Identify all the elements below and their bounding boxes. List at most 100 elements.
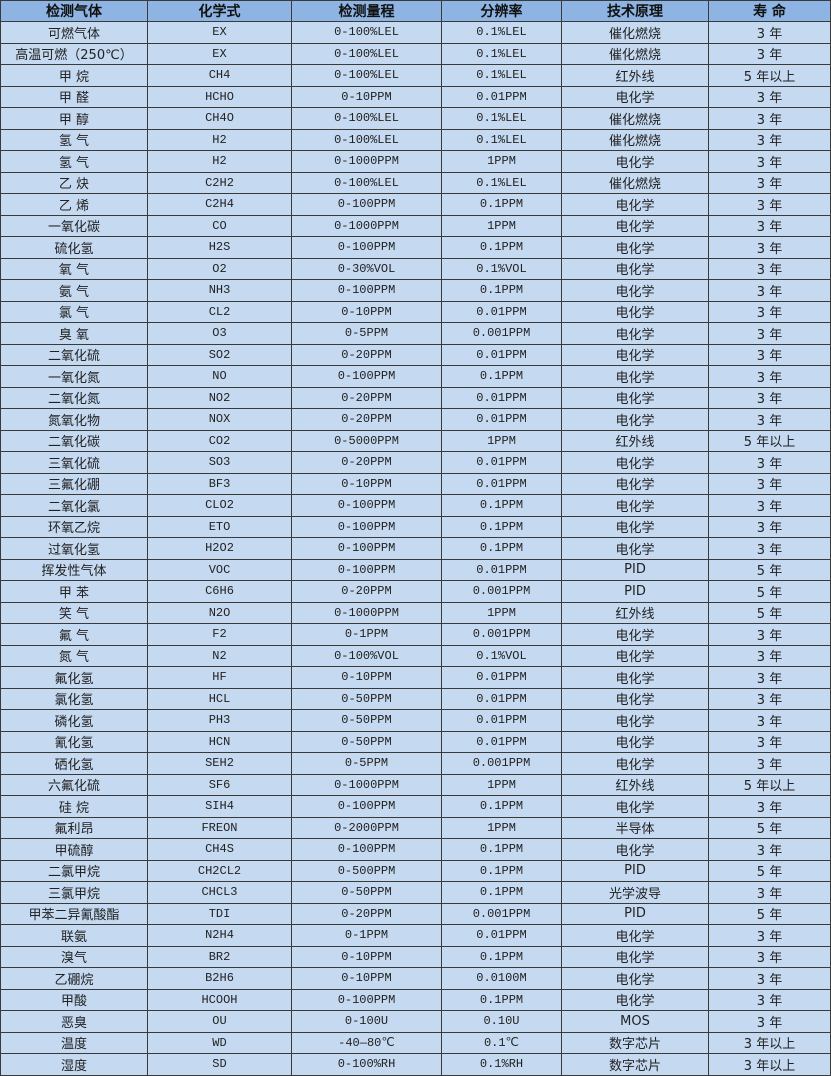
resolution-cell: 0.01PPM bbox=[441, 924, 562, 947]
lifespan-cell: 3 年 bbox=[708, 537, 831, 560]
gas-name-cell: 挥发性气体 bbox=[0, 558, 148, 581]
range-cell: 0-10PPM bbox=[291, 666, 442, 689]
gas-name-cell: 硒化氢 bbox=[0, 752, 148, 775]
formula-cell: HCN bbox=[147, 730, 292, 753]
resolution-cell: 0.1%LEL bbox=[441, 64, 562, 87]
resolution-cell: 0.10U bbox=[441, 1010, 562, 1033]
formula-cell: NO bbox=[147, 365, 292, 388]
principle-cell: PID bbox=[561, 902, 709, 925]
gas-name-cell: 甲苯二异氰酸酯 bbox=[0, 902, 148, 925]
principle-cell: 电化学 bbox=[561, 386, 709, 409]
formula-cell: NO2 bbox=[147, 386, 292, 409]
gas-name-cell: 六氟化硫 bbox=[0, 773, 148, 796]
lifespan-cell: 3 年 bbox=[708, 150, 831, 173]
principle-cell: 电化学 bbox=[561, 257, 709, 280]
resolution-cell: 0.1PPM bbox=[441, 838, 562, 861]
gas-name-cell: 甲 烷 bbox=[0, 64, 148, 87]
gas-name-cell: 二氧化氯 bbox=[0, 494, 148, 517]
lifespan-cell: 3 年 bbox=[708, 236, 831, 259]
resolution-cell: 1PPM bbox=[441, 150, 562, 173]
resolution-cell: 0.1PPM bbox=[441, 236, 562, 259]
range-cell: 0-20PPM bbox=[291, 408, 442, 431]
formula-cell: SO3 bbox=[147, 451, 292, 474]
table-row: 硫化氢 H2S 0-100PPM 0.1PPM 电化学 3 年 bbox=[0, 236, 831, 259]
resolution-cell: 0.1PPM bbox=[441, 795, 562, 818]
range-cell: 0-10PPM bbox=[291, 472, 442, 495]
range-cell: 0-100%LEL bbox=[291, 128, 442, 151]
resolution-cell: 0.1PPM bbox=[441, 859, 562, 882]
header-row: 检测气体 化学式 检测量程 分辨率 技术原理 寿 命 bbox=[0, 0, 831, 22]
lifespan-cell: 5 年 bbox=[708, 558, 831, 581]
gas-name-cell: 环氧乙烷 bbox=[0, 515, 148, 538]
range-cell: 0-5PPM bbox=[291, 752, 442, 775]
formula-cell: H2 bbox=[147, 150, 292, 173]
formula-cell: H2O2 bbox=[147, 537, 292, 560]
table-row: 氮 气 N2 0-100%VOL 0.1%VOL 电化学 3 年 bbox=[0, 644, 831, 667]
principle-cell: 电化学 bbox=[561, 795, 709, 818]
range-cell: 0-100PPM bbox=[291, 365, 442, 388]
resolution-cell: 1PPM bbox=[441, 429, 562, 452]
principle-cell: 电化学 bbox=[561, 730, 709, 753]
gas-name-cell: 甲 苯 bbox=[0, 580, 148, 603]
resolution-cell: 0.1PPM bbox=[441, 988, 562, 1011]
resolution-cell: 1PPM bbox=[441, 816, 562, 839]
lifespan-cell: 3 年 bbox=[708, 838, 831, 861]
resolution-cell: 0.01PPM bbox=[441, 709, 562, 732]
resolution-cell: 0.1%VOL bbox=[441, 257, 562, 280]
principle-cell: 电化学 bbox=[561, 644, 709, 667]
resolution-cell: 1PPM bbox=[441, 773, 562, 796]
formula-cell: TDI bbox=[147, 902, 292, 925]
gas-name-cell: 硅 烷 bbox=[0, 795, 148, 818]
range-cell: 0-20PPM bbox=[291, 580, 442, 603]
table-row: 臭 氧 O3 0-5PPM 0.001PPM 电化学 3 年 bbox=[0, 322, 831, 345]
resolution-cell: 0.01PPM bbox=[441, 687, 562, 710]
lifespan-cell: 3 年 bbox=[708, 322, 831, 345]
principle-cell: 电化学 bbox=[561, 150, 709, 173]
gas-name-cell: 二氧化硫 bbox=[0, 343, 148, 366]
lifespan-cell: 3 年 bbox=[708, 687, 831, 710]
principle-cell: 电化学 bbox=[561, 967, 709, 990]
resolution-cell: 0.01PPM bbox=[441, 343, 562, 366]
table-row: 六氟化硫 SF6 0-1000PPM 1PPM 红外线 5 年以上 bbox=[0, 773, 831, 796]
formula-cell: N2 bbox=[147, 644, 292, 667]
formula-cell: HCOOH bbox=[147, 988, 292, 1011]
resolution-cell: 0.1PPM bbox=[441, 945, 562, 968]
table-row: 甲 醛 HCHO 0-10PPM 0.01PPM 电化学 3 年 bbox=[0, 85, 831, 108]
resolution-cell: 1PPM bbox=[441, 214, 562, 237]
gas-name-cell: 湿度 bbox=[0, 1053, 148, 1076]
lifespan-cell: 3 年 bbox=[708, 644, 831, 667]
formula-cell: CHCL3 bbox=[147, 881, 292, 904]
gas-name-cell: 甲酸 bbox=[0, 988, 148, 1011]
principle-cell: 电化学 bbox=[561, 752, 709, 775]
formula-cell: SEH2 bbox=[147, 752, 292, 775]
range-cell: 0-10PPM bbox=[291, 300, 442, 323]
table-row: 甲苯二异氰酸酯 TDI 0-20PPM 0.001PPM PID 5 年 bbox=[0, 902, 831, 925]
lifespan-cell: 3 年 bbox=[708, 451, 831, 474]
formula-cell: N2O bbox=[147, 601, 292, 624]
range-cell: 0-50PPM bbox=[291, 881, 442, 904]
table-row: 氮氧化物 NOX 0-20PPM 0.01PPM 电化学 3 年 bbox=[0, 408, 831, 431]
range-cell: 0-1PPM bbox=[291, 623, 442, 646]
formula-cell: EX bbox=[147, 21, 292, 44]
range-cell: 0-50PPM bbox=[291, 730, 442, 753]
table-row: 一氧化碳 CO 0-1000PPM 1PPM 电化学 3 年 bbox=[0, 214, 831, 237]
gas-name-cell: 氨 气 bbox=[0, 279, 148, 302]
principle-cell: PID bbox=[561, 859, 709, 882]
lifespan-cell: 3 年以上 bbox=[708, 1053, 831, 1076]
principle-cell: 半导体 bbox=[561, 816, 709, 839]
principle-cell: 催化燃烧 bbox=[561, 128, 709, 151]
range-cell: 0-100%LEL bbox=[291, 42, 442, 65]
table-row: 恶臭 OU 0-100U 0.10U MOS 3 年 bbox=[0, 1010, 831, 1033]
range-cell: 0-30%VOL bbox=[291, 257, 442, 280]
principle-cell: 电化学 bbox=[561, 279, 709, 302]
lifespan-cell: 5 年以上 bbox=[708, 429, 831, 452]
formula-cell: H2S bbox=[147, 236, 292, 259]
gas-name-cell: 三氯甲烷 bbox=[0, 881, 148, 904]
principle-cell: 红外线 bbox=[561, 429, 709, 452]
lifespan-cell: 3 年 bbox=[708, 408, 831, 431]
formula-cell: F2 bbox=[147, 623, 292, 646]
range-cell: 0-100PPM bbox=[291, 193, 442, 216]
principle-cell: 电化学 bbox=[561, 623, 709, 646]
formula-cell: H2 bbox=[147, 128, 292, 151]
